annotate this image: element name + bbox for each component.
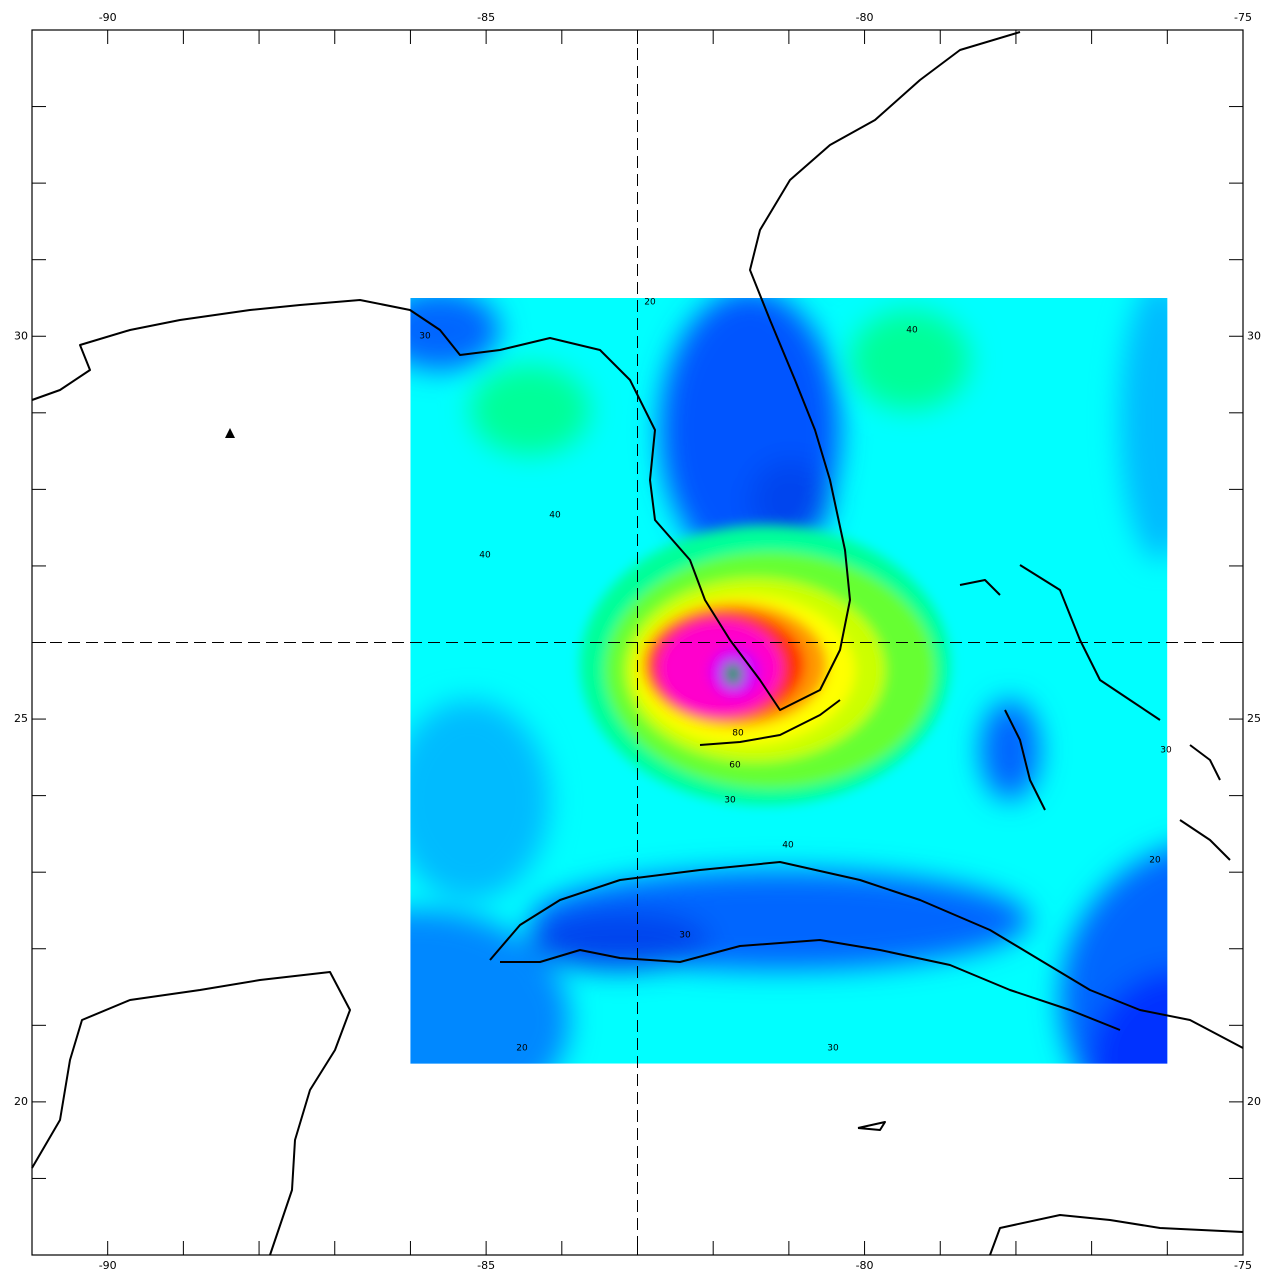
- y-tick-label: 20: [14, 1095, 28, 1108]
- hispaniola: [989, 1214, 1244, 1256]
- wind-field: [410, 297, 1168, 1064]
- x-tick-label: -80: [856, 11, 874, 24]
- contour-label: 40: [549, 511, 561, 521]
- contour-label: 40: [782, 841, 794, 851]
- jamaica: [857, 1121, 886, 1131]
- gulf-coast: [31, 31, 1021, 711]
- contour-label: 30: [724, 796, 736, 806]
- cuba: [489, 861, 1244, 1049]
- x-tick-label: -75: [1234, 1259, 1252, 1272]
- contour-label: 20: [644, 298, 656, 308]
- x-tick-label: -85: [477, 1259, 495, 1272]
- contour-label: 80: [732, 729, 744, 739]
- y-tick-label: 20: [1247, 1095, 1261, 1108]
- contour-label: 20: [516, 1044, 528, 1054]
- contour-label: 20: [1149, 856, 1161, 866]
- coastlines: [31, 31, 1244, 1256]
- y-tick-label: 30: [1247, 329, 1261, 342]
- yucatan: [31, 971, 351, 1256]
- contour-labels: 20 40 30 40 40 30 60 80 40 30 20 30 30 20: [419, 298, 1172, 1054]
- axes: -90 -90 -85 -85 -80 -80 -75 -75 20 20 25 25 30 30: [14, 11, 1261, 1272]
- bahamas: [959, 564, 1231, 861]
- x-tick-label: -80: [856, 1259, 874, 1272]
- storm: [580, 525, 950, 805]
- y-tick-label: 30: [14, 329, 28, 342]
- x-tick-label: -90: [99, 11, 117, 24]
- contour-label: 40: [479, 551, 491, 561]
- florida-keys: [699, 699, 841, 746]
- contour-label: 30: [1160, 746, 1172, 756]
- y-tick-label: 25: [14, 712, 28, 725]
- contour-label: 30: [827, 1044, 839, 1054]
- contour-label: 30: [419, 332, 431, 342]
- contour-label: 30: [679, 931, 691, 941]
- y-tick-label: 25: [1247, 712, 1261, 725]
- contour-label: 40: [906, 326, 918, 336]
- marker: [225, 428, 235, 438]
- contour-label: 60: [729, 761, 741, 771]
- x-tick-label: -90: [99, 1259, 117, 1272]
- x-tick-label: -75: [1234, 11, 1252, 24]
- x-tick-label: -85: [477, 11, 495, 24]
